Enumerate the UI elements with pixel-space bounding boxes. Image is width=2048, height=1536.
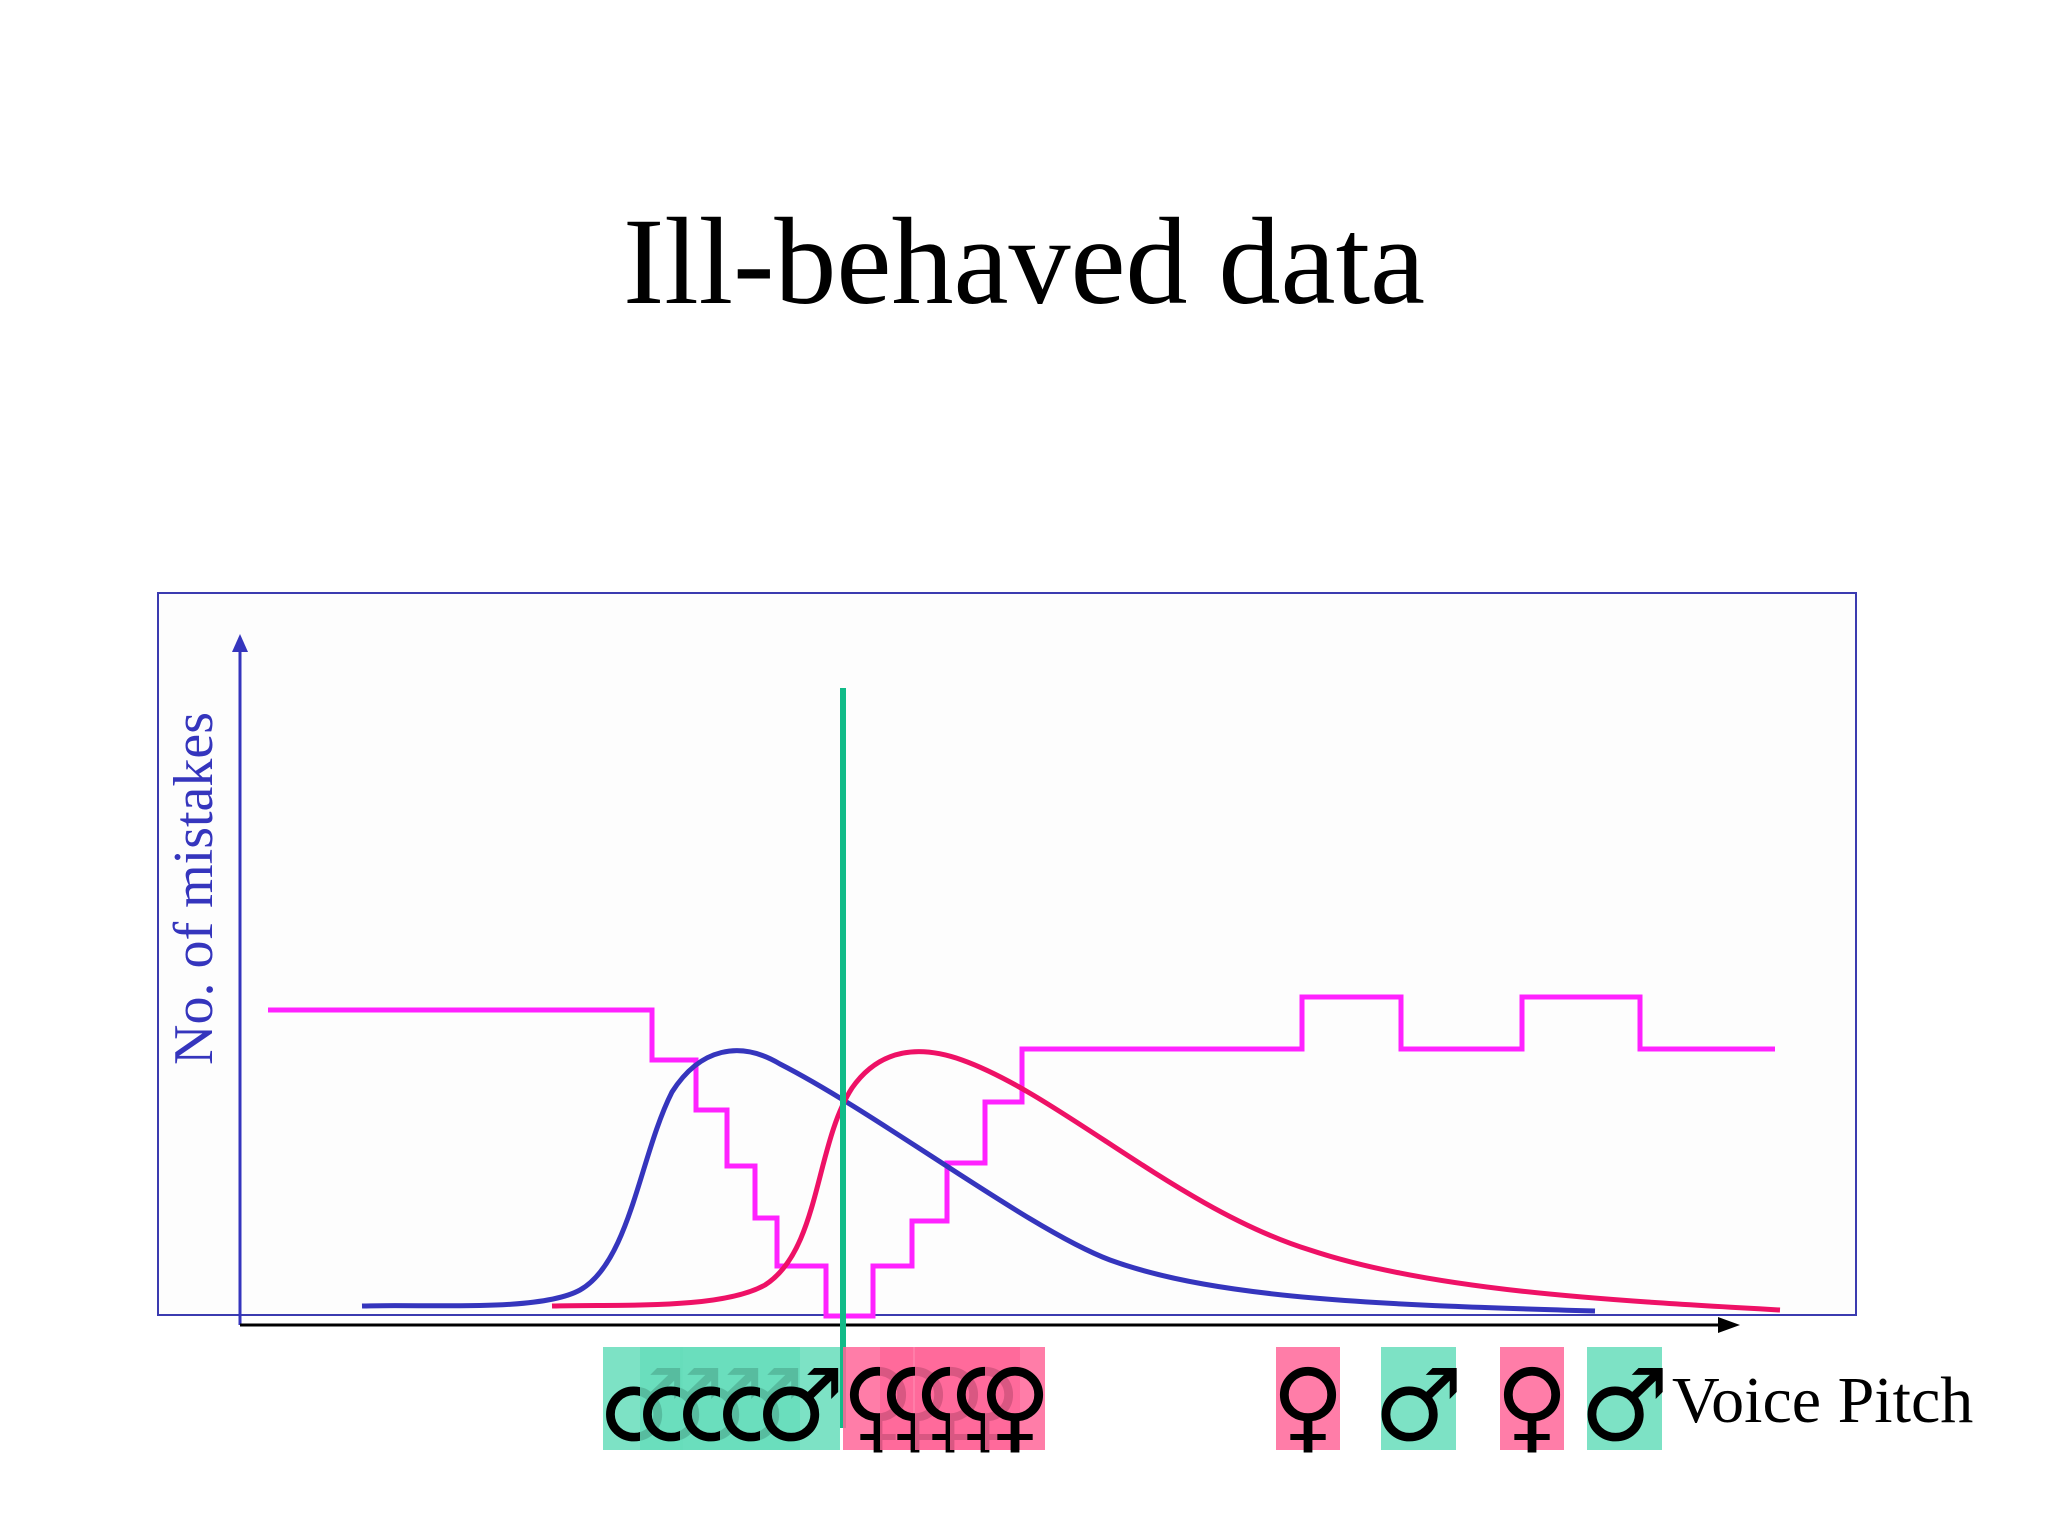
y-axis-label: No. of mistakes: [163, 712, 225, 1065]
male-sample-box: [1587, 1347, 1662, 1450]
y-axis-arrow: [232, 634, 248, 652]
plot-frame: [157, 592, 1857, 1316]
x-axis-arrow: [1718, 1317, 1740, 1333]
male-symbol-icon: ♂: [1374, 1347, 1464, 1464]
male-pitch-distribution-curve: [361, 1048, 1596, 1314]
female-symbol-icon: ♀: [1495, 1347, 1568, 1464]
female-symbol-icon: ♀: [1271, 1347, 1344, 1464]
female-symbol-icon: ♀: [978, 1347, 1051, 1464]
female-sample-box: [1500, 1347, 1564, 1450]
male-sample-box: [1381, 1347, 1456, 1450]
female-sample-box: [1276, 1347, 1340, 1450]
female-pitch-distribution-curve: [551, 1049, 1781, 1313]
error-count-step-curve: [268, 994, 1775, 1319]
sample-markers: ♂♂♂♂♂♀♀♀♀♀♀♂♀♂: [598, 1347, 1669, 1464]
male-symbol-icon: ♂: [1580, 1347, 1670, 1464]
x-axis-label: Voice Pitch: [1672, 1364, 1973, 1437]
male-sample-box: [760, 1347, 840, 1450]
male-symbol-icon: ♂: [755, 1347, 845, 1464]
female-sample-box: [985, 1347, 1045, 1450]
slide-title: Ill-behaved data: [622, 193, 1426, 330]
